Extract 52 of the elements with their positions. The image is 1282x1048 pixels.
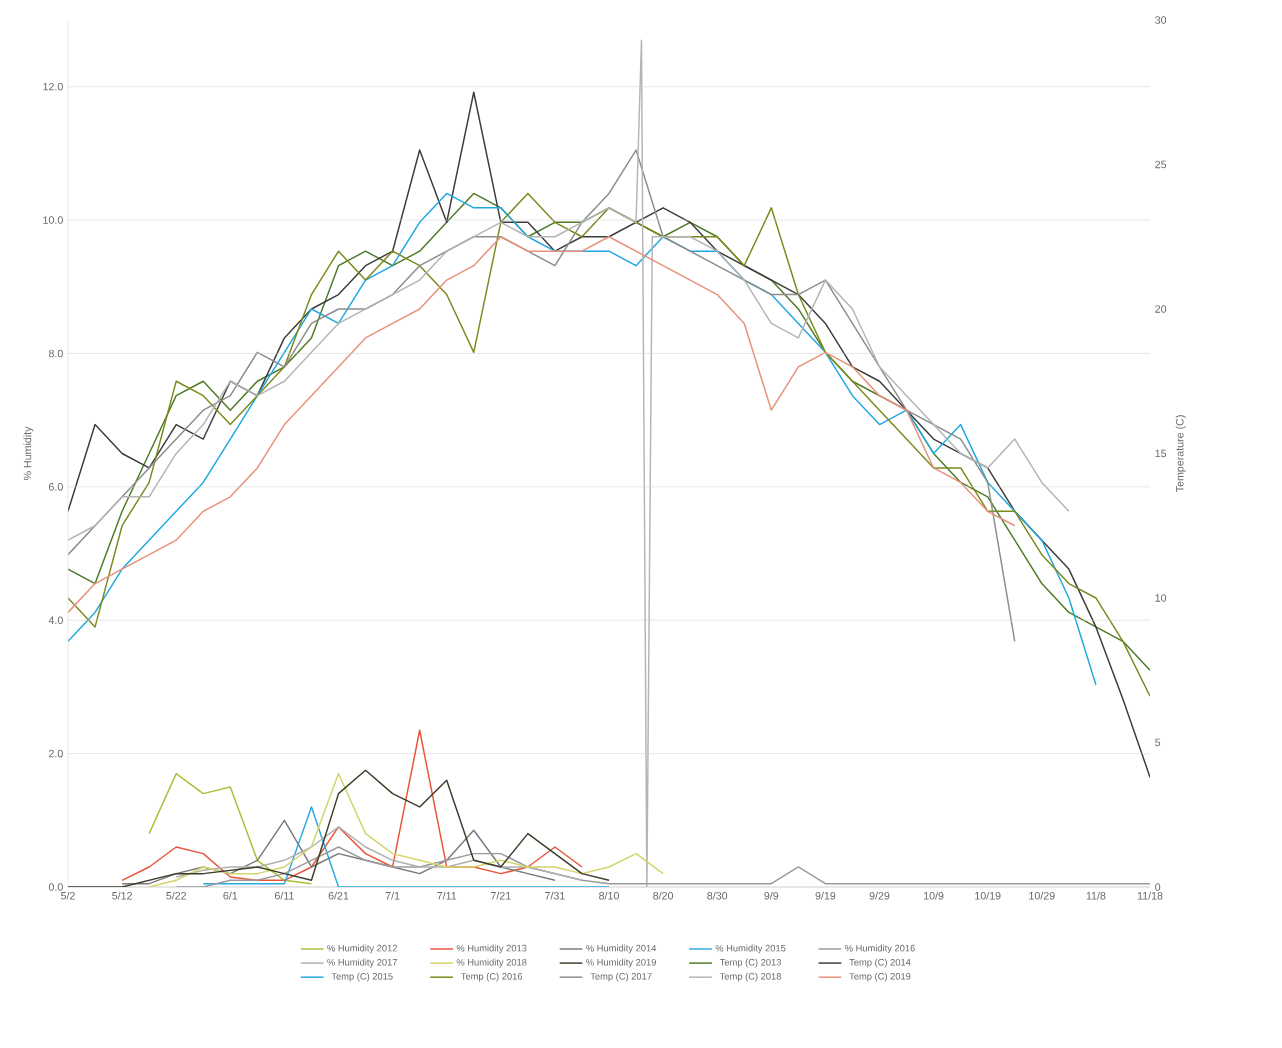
x-tick-label: 9/9 <box>764 891 779 900</box>
y-tick-label: 6.0 <box>49 483 63 491</box>
x-tick-label: 5/2 <box>61 891 75 900</box>
legend-label: Temp (C) 2013 <box>719 958 781 968</box>
y-tick-label: 2.0 <box>49 749 63 758</box>
x-tick-label: 6/11 <box>274 891 294 900</box>
y-tick-label: 0.0 <box>48 883 63 891</box>
legend-label: Temp (C) 2017 <box>590 972 652 982</box>
legend-label: Temp (C) 2016 <box>461 972 523 982</box>
y2-tick-label: 5 <box>1155 738 1161 747</box>
y2-tick-label: 25 <box>1155 160 1167 169</box>
x-tick-label: 7/1 <box>385 891 400 900</box>
x-tick-label: 5/22 <box>166 891 187 900</box>
legend-label: Temp (C) 2015 <box>331 972 393 982</box>
y2-tick-label: 30 <box>1155 16 1167 24</box>
y-tick-label: 10.0 <box>43 216 63 224</box>
legend-label: % Humidity 2014 <box>586 944 657 954</box>
x-tick-label: 8/20 <box>653 891 674 900</box>
legend-label: Temp (C) 2018 <box>719 972 782 982</box>
legend-label: % Humidity 2016 <box>845 944 915 954</box>
x-tick-label: 9/19 <box>815 891 836 900</box>
x-tick-label: 10/9 <box>924 891 944 900</box>
y-tick-label: 12.0 <box>43 82 63 91</box>
x-tick-label: 11/8 <box>1086 891 1106 900</box>
x-tick-label: 6/1 <box>223 891 238 900</box>
legend-label: % Humidity 2012 <box>327 944 398 954</box>
x-tick-label: 10/19 <box>975 891 1001 900</box>
y-tick-label: 4.0 <box>48 616 63 624</box>
legend-label: % Humidity 2017 <box>327 958 398 968</box>
y2-tick-label: 0 <box>1155 883 1161 891</box>
y2-tick-label: 10 <box>1155 594 1167 602</box>
legend-label: Temp (C) 2019 <box>849 972 911 982</box>
x-tick-label: 7/11 <box>437 891 457 900</box>
x-tick-label: 6/21 <box>328 891 349 900</box>
y2-axis-title: Temperature (C) <box>1175 415 1186 493</box>
legend-label: % Humidity 2018 <box>456 958 527 968</box>
y-tick-label: 8.0 <box>48 349 63 358</box>
x-tick-label: 5/12 <box>112 891 132 900</box>
x-tick-label: 10/29 <box>1029 891 1055 900</box>
y2-tick-label: 15 <box>1155 449 1167 458</box>
y-axis-title: % Humidity <box>23 426 34 481</box>
x-tick-label: 8/30 <box>707 891 728 900</box>
x-tick-label: 7/21 <box>490 891 511 900</box>
x-tick-label: 8/10 <box>599 891 619 900</box>
legend-label: % Humidity 2019 <box>586 958 656 968</box>
x-tick-label: 9/29 <box>869 891 890 900</box>
legend-label: Temp (C) 2014 <box>849 958 911 968</box>
x-tick-label: 11/18 <box>1137 891 1163 900</box>
legend-label: % Humidity 2013 <box>456 944 527 954</box>
x-tick-label: 7/31 <box>545 891 565 900</box>
legend-label: % Humidity 2015 <box>715 944 786 954</box>
y2-tick-label: 20 <box>1155 305 1167 313</box>
